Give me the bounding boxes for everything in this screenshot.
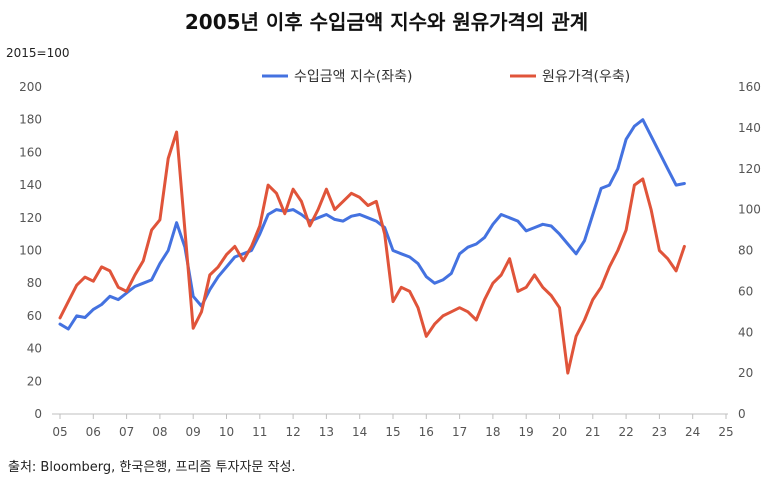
x-tick-label: 14 [352,425,367,439]
y-right-tick-label: 0 [738,407,746,421]
y-right-tick-label: 140 [738,121,761,135]
x-tick-label: 13 [319,425,334,439]
y-left-tick-label: 80 [27,276,42,290]
x-tick-label: 22 [618,425,633,439]
y-right-tick-label: 120 [738,162,761,176]
y-left-tick-label: 40 [27,342,42,356]
y-left-tick-label: 180 [19,113,42,127]
x-tick-label: 17 [452,425,467,439]
y-right-tick-label: 40 [738,325,753,339]
y-left-tick-label: 100 [19,244,42,258]
x-tick-label: 07 [119,425,134,439]
x-tick-label: 19 [519,425,534,439]
x-tick-label: 25 [718,425,733,439]
y-left-tick-label: 120 [19,211,42,225]
y-left-tick-label: 60 [27,309,42,323]
unit-label: 2015=100 [6,46,70,60]
y-left-tick-label: 160 [19,145,42,159]
y-left-tick-label: 200 [19,80,42,94]
series-line-import-index [58,118,686,331]
x-tick-label: 18 [485,425,500,439]
x-tick-label: 15 [385,425,400,439]
x-tick-label: 05 [52,425,67,439]
y-right-tick-label: 20 [738,366,753,380]
x-tick-label: 21 [585,425,600,439]
y-left-tick-label: 0 [34,407,42,421]
x-tick-label: 06 [86,425,101,439]
y-left-tick-label: 140 [19,178,42,192]
x-tick-label: 16 [419,425,434,439]
x-tick-label: 24 [685,425,700,439]
legend-label-import-index: 수입금액 지수(좌축) [294,69,412,85]
y-right-tick-label: 100 [738,203,761,217]
source-note: 출처: Bloomberg, 한국은행, 프리즘 투자자문 작성. [8,460,296,475]
x-tick-label: 10 [219,425,234,439]
y-right-tick-label: 60 [738,284,753,298]
x-tick-label: 20 [552,425,567,439]
x-tick-label: 12 [285,425,300,439]
x-tick-label: 11 [252,425,267,439]
series-line-oil-price [58,130,686,375]
y-left-tick-label: 20 [27,374,42,388]
legend-label-oil-price: 원유가격(우축) [542,69,630,85]
x-tick-label: 23 [652,425,667,439]
x-tick-label: 09 [186,425,201,439]
y-right-tick-label: 160 [738,80,761,94]
x-tick-label: 08 [152,425,167,439]
y-right-tick-label: 80 [738,244,753,258]
chart-title: 2005년 이후 수입금액 지수와 원유가격의 관계 [184,10,589,34]
